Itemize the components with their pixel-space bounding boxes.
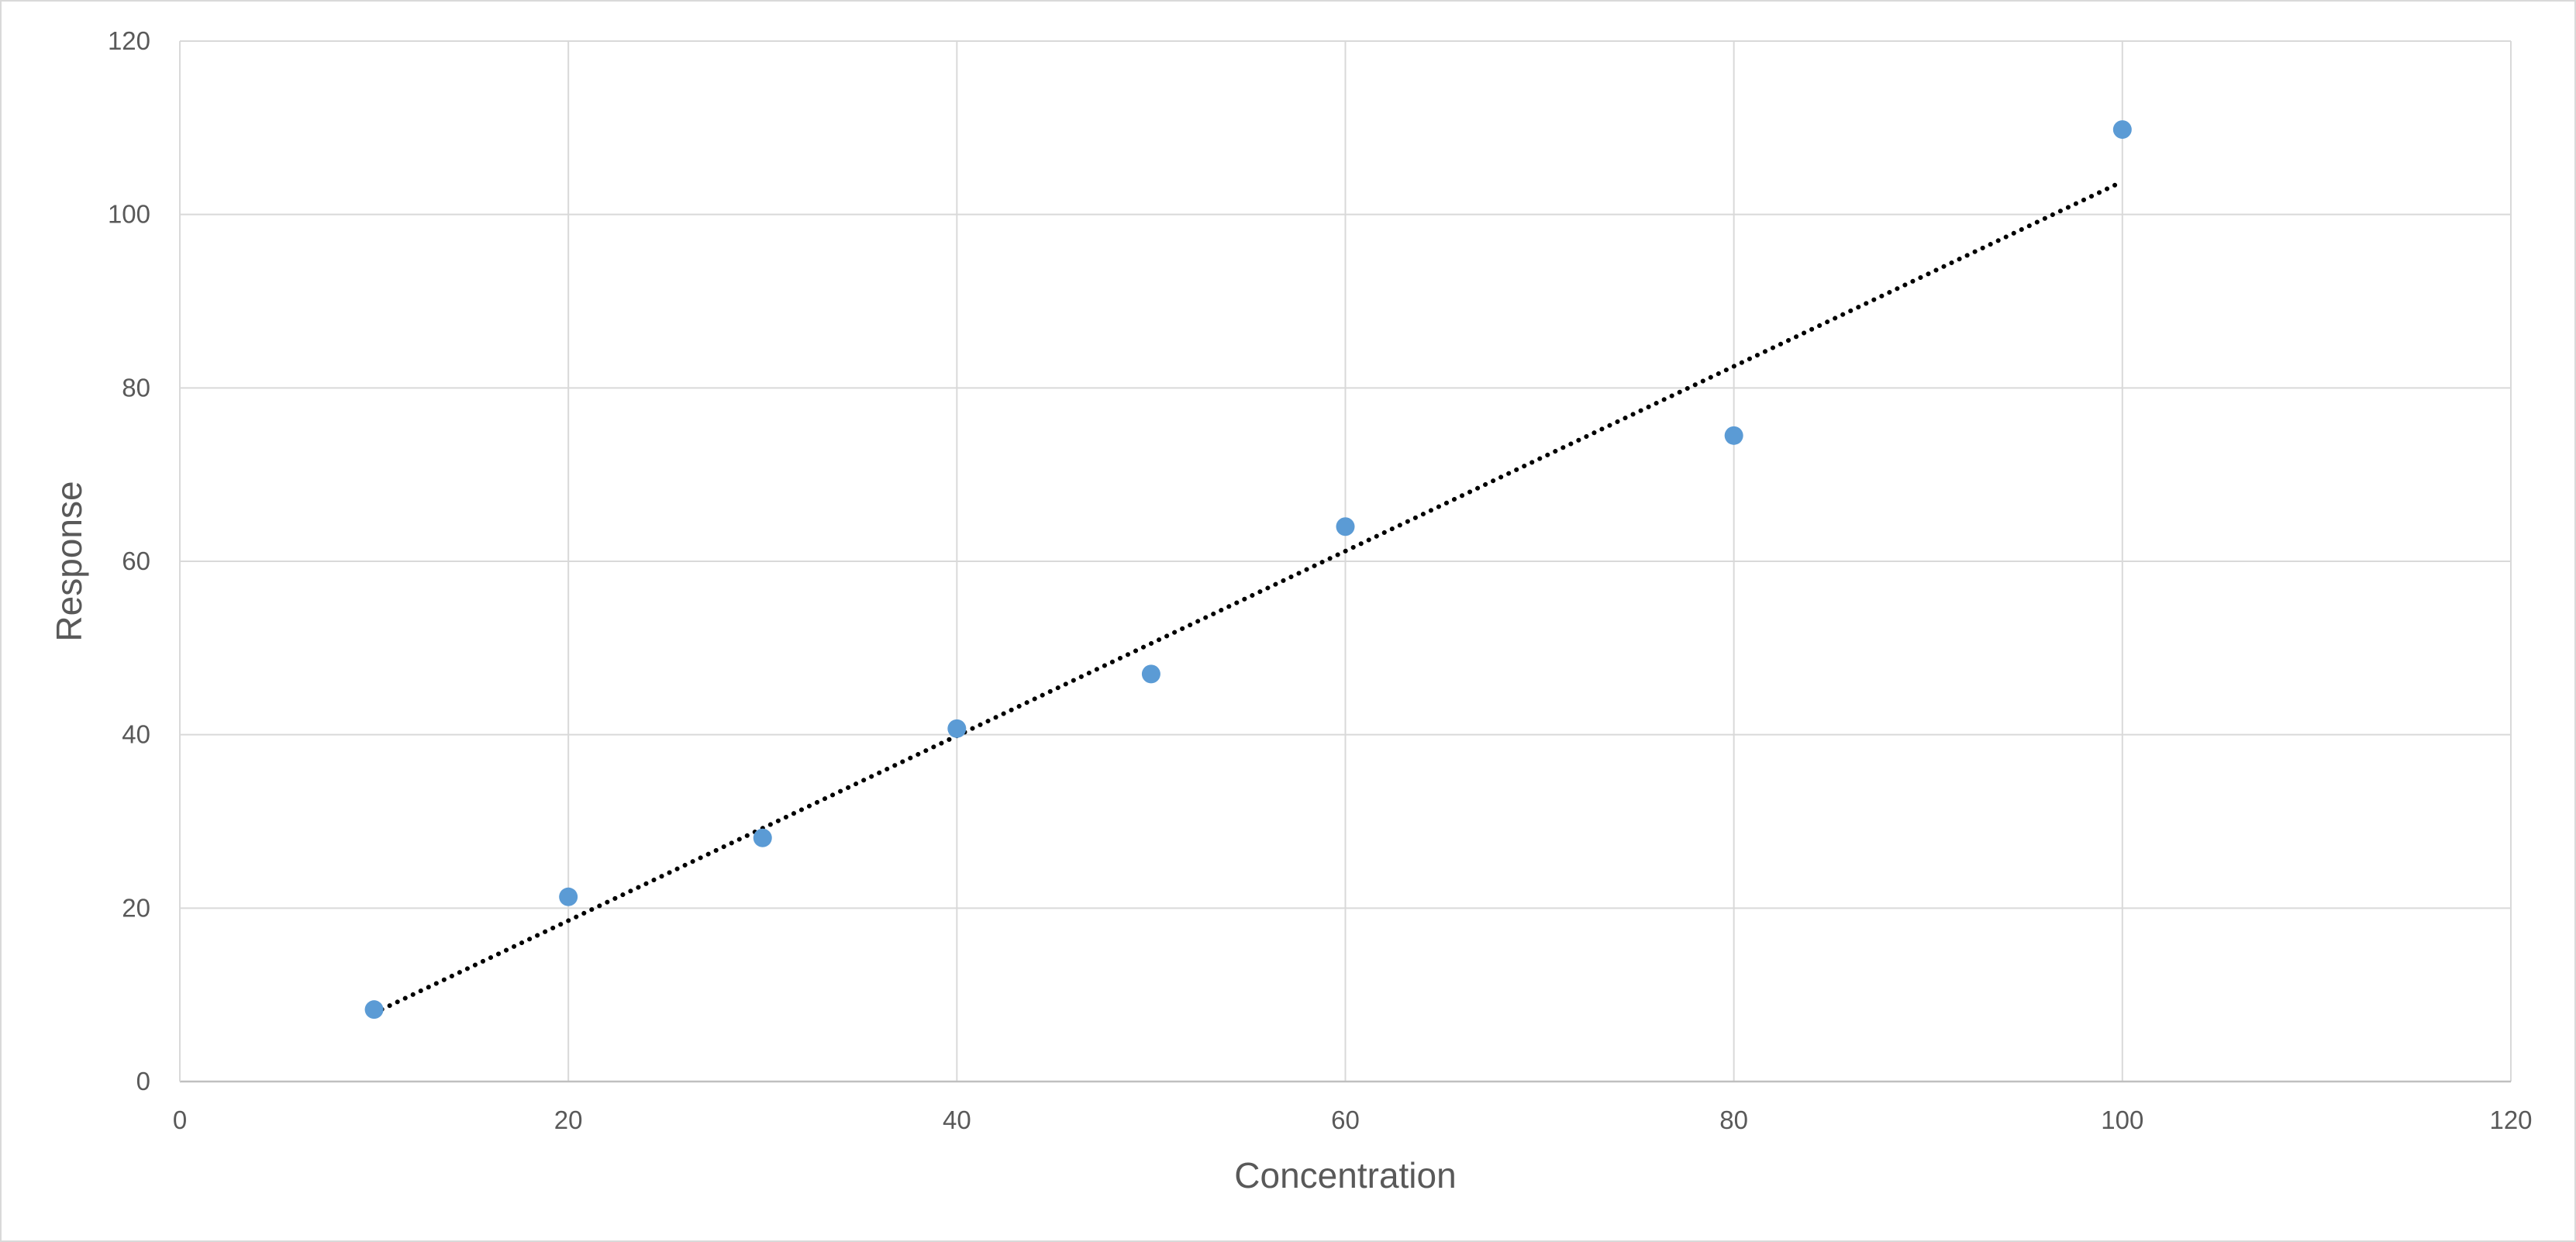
trendline-group <box>371 179 2125 1016</box>
data-point <box>1336 517 1355 536</box>
x-tick-label: 40 <box>943 1106 971 1134</box>
data-point <box>947 719 967 738</box>
trendline <box>371 179 2125 1016</box>
x-tick-label: 120 <box>2489 1106 2532 1134</box>
data-point <box>1724 426 1743 445</box>
y-tick-label: 0 <box>136 1067 150 1095</box>
y-axis-title: Response <box>49 481 89 641</box>
data-point <box>1141 664 1160 684</box>
x-tick-label: 60 <box>1331 1106 1360 1134</box>
tick-labels: 0 20 40 60 80 100 120 0 20 40 60 80 100 120 <box>108 26 2533 1134</box>
axes <box>179 41 2511 1083</box>
y-tick-label: 40 <box>122 720 150 749</box>
data-point <box>2112 120 2132 140</box>
data-points <box>364 120 2132 1019</box>
data-point <box>364 1000 384 1019</box>
x-tick-label: 80 <box>1719 1106 1748 1134</box>
x-tick-label: 20 <box>554 1106 583 1134</box>
data-point <box>753 828 772 847</box>
x-tick-label: 0 <box>173 1106 187 1134</box>
y-tick-label: 20 <box>122 893 150 922</box>
y-tick-label: 120 <box>108 26 150 55</box>
y-tick-label: 80 <box>122 373 150 402</box>
y-tick-label: 100 <box>108 200 150 229</box>
gridlines <box>180 40 2512 1082</box>
y-tick-label: 60 <box>122 547 150 575</box>
data-point <box>559 887 578 906</box>
x-axis-title: Concentration <box>1234 1155 1456 1195</box>
x-tick-label: 100 <box>2101 1106 2143 1134</box>
